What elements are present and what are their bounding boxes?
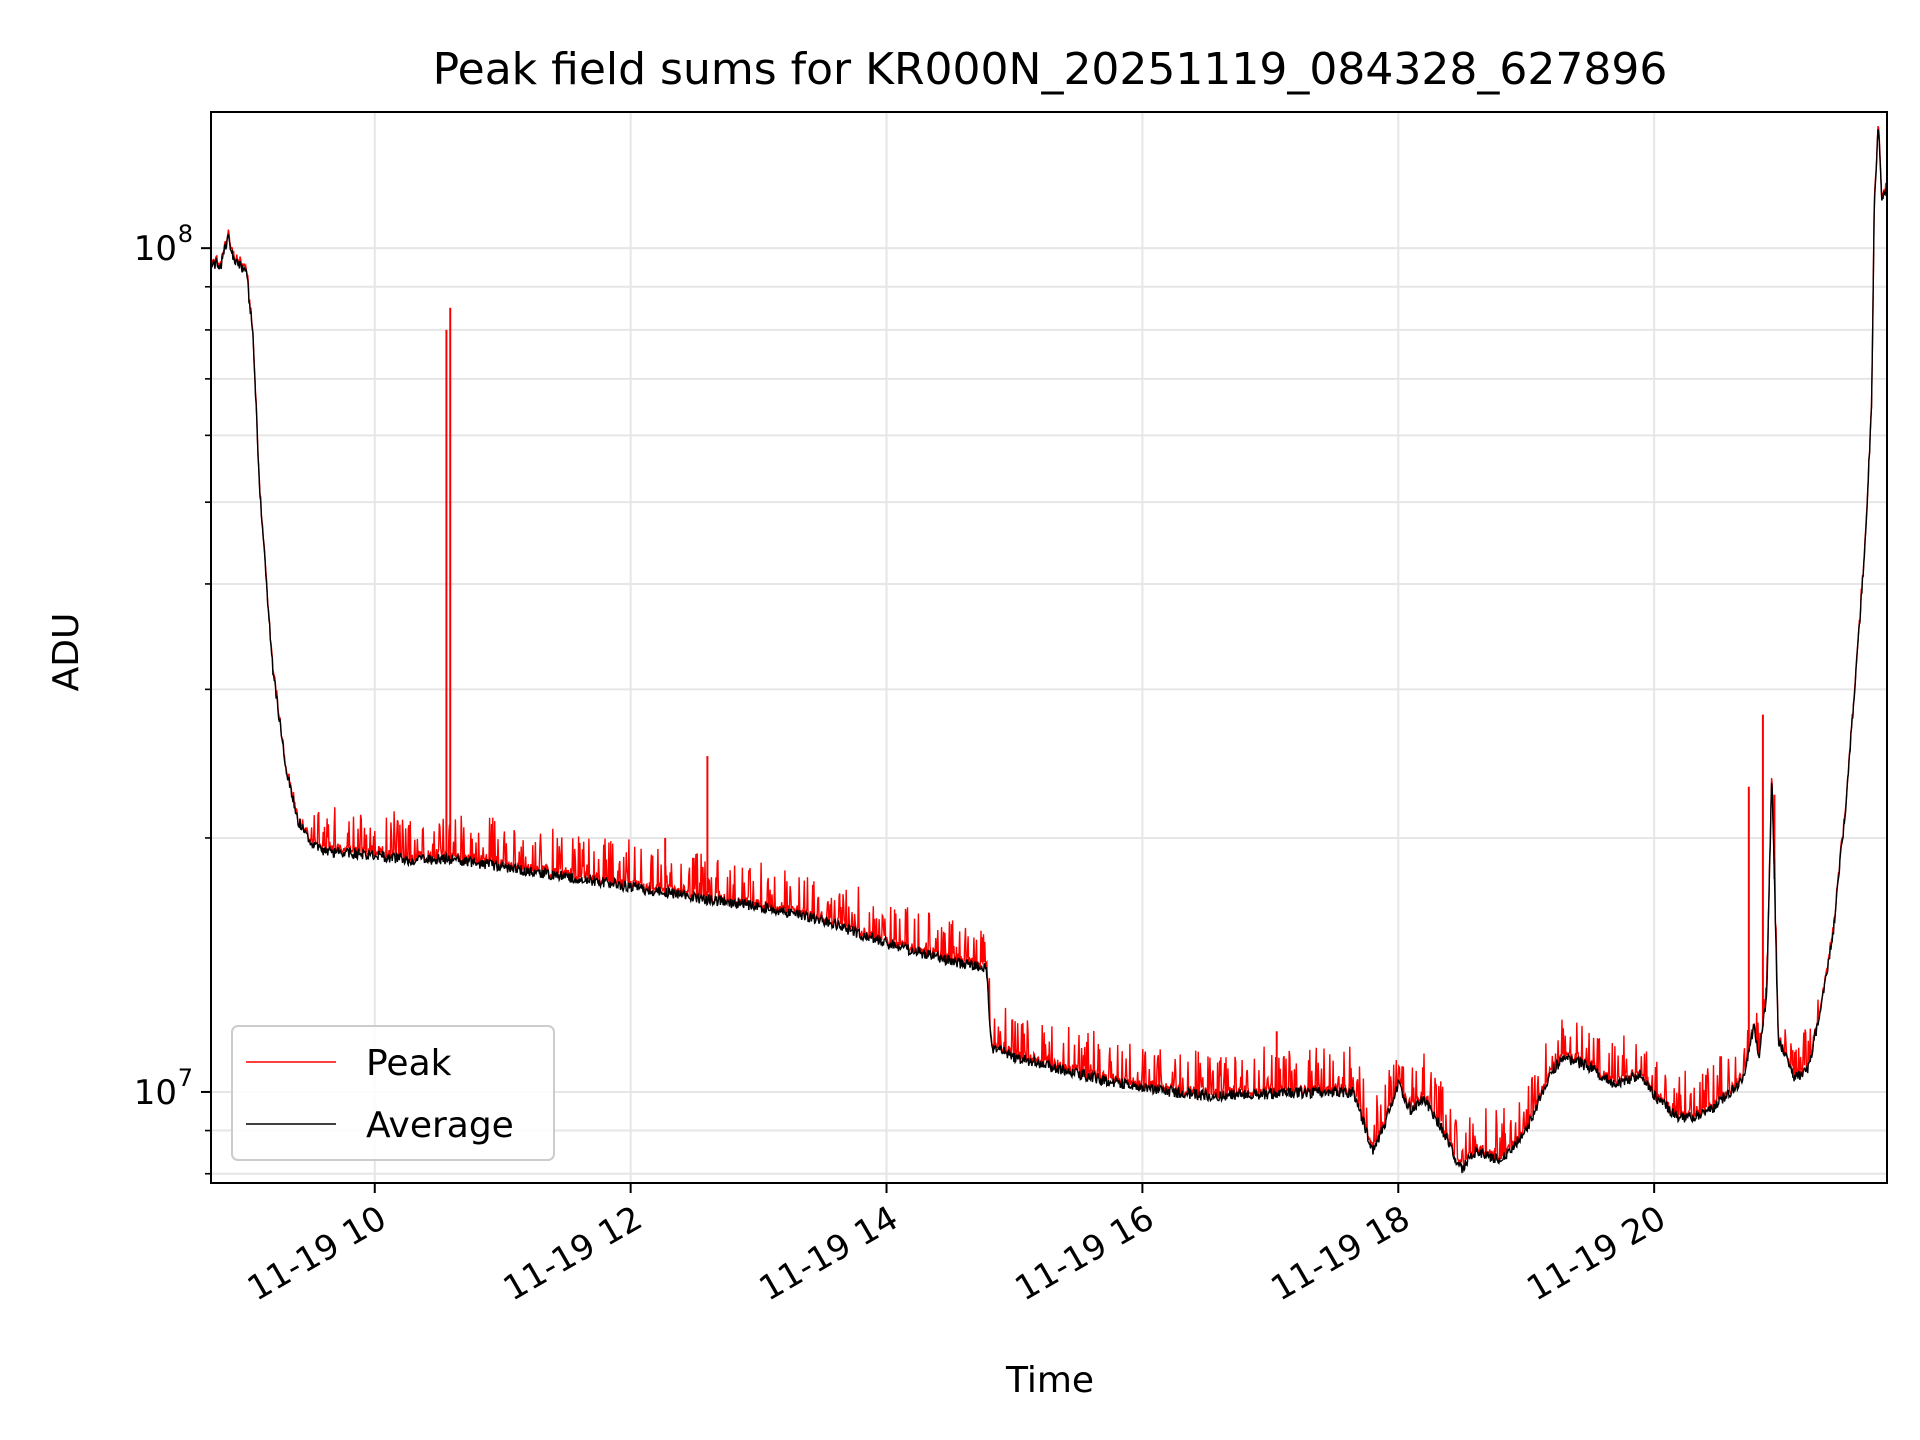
y-axis-label: ADU [46, 613, 87, 692]
series-layer [210, 125, 1888, 1174]
legend-average-label: Average [366, 1105, 514, 1146]
legend-box [231, 1025, 555, 1161]
y-tick-exponent: 8 [178, 220, 193, 248]
legend-peak-label: Peak [366, 1043, 452, 1084]
chart-title: Peak field sums for KR000N_20251119_0843… [433, 44, 1668, 95]
series-line-average [210, 129, 1888, 1174]
y-tick-label: 10 [134, 1073, 177, 1113]
plot-frame [210, 111, 1888, 1184]
x-axis-label: Time [1005, 1360, 1094, 1401]
y-tick-exponent: 7 [178, 1064, 193, 1092]
legend: Peak Average [231, 1025, 555, 1161]
y-tick-label: 10 [134, 229, 177, 269]
